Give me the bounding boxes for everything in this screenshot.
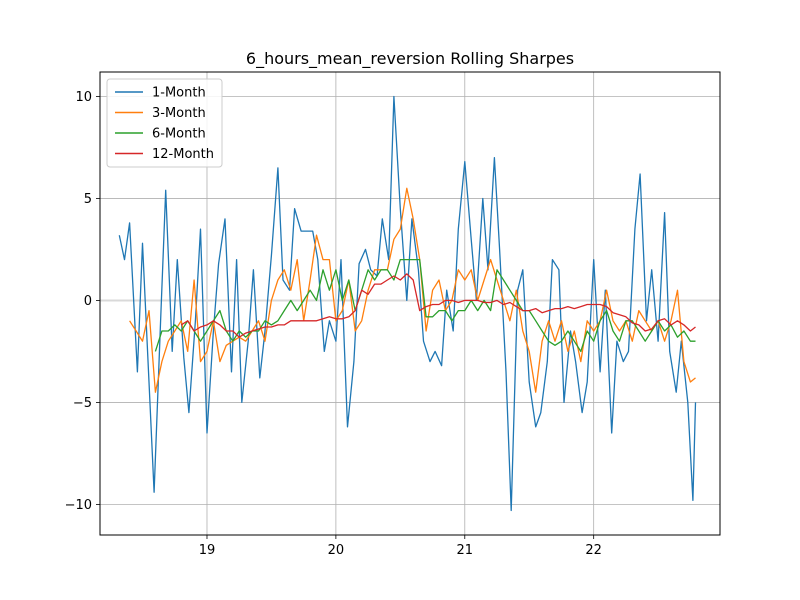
y-tick-label: 0 xyxy=(84,294,92,309)
y-tick-label: 5 xyxy=(84,192,92,207)
series-line-3-month xyxy=(129,187,696,393)
x-axis: 19 20 21 22 xyxy=(199,535,602,558)
chart-title: 6_hours_mean_reversion Rolling Sharpes xyxy=(246,49,574,69)
x-tick-label: 20 xyxy=(328,543,345,558)
legend: 1-Month 3-Month 6-Month 12-Month xyxy=(106,78,223,168)
series-line-6-month xyxy=(154,258,696,353)
legend-box xyxy=(106,78,223,168)
y-tick-label: −5 xyxy=(73,396,92,411)
legend-label: 12-Month xyxy=(152,147,214,162)
series-line-12-month xyxy=(180,273,696,338)
x-tick-label: 22 xyxy=(585,543,602,558)
legend-label: 1-Month xyxy=(152,86,206,101)
y-tick-label: 10 xyxy=(75,90,92,105)
y-axis: −10 −5 0 5 10 xyxy=(65,90,100,513)
plot-frame xyxy=(99,71,721,536)
y-tick-label: −10 xyxy=(65,498,92,513)
x-tick-label: 21 xyxy=(457,543,474,558)
legend-label: 6-Month xyxy=(152,127,206,142)
series-layer xyxy=(118,95,697,512)
x-tick-label: 19 xyxy=(199,543,216,558)
legend-label: 3-Month xyxy=(152,106,206,121)
